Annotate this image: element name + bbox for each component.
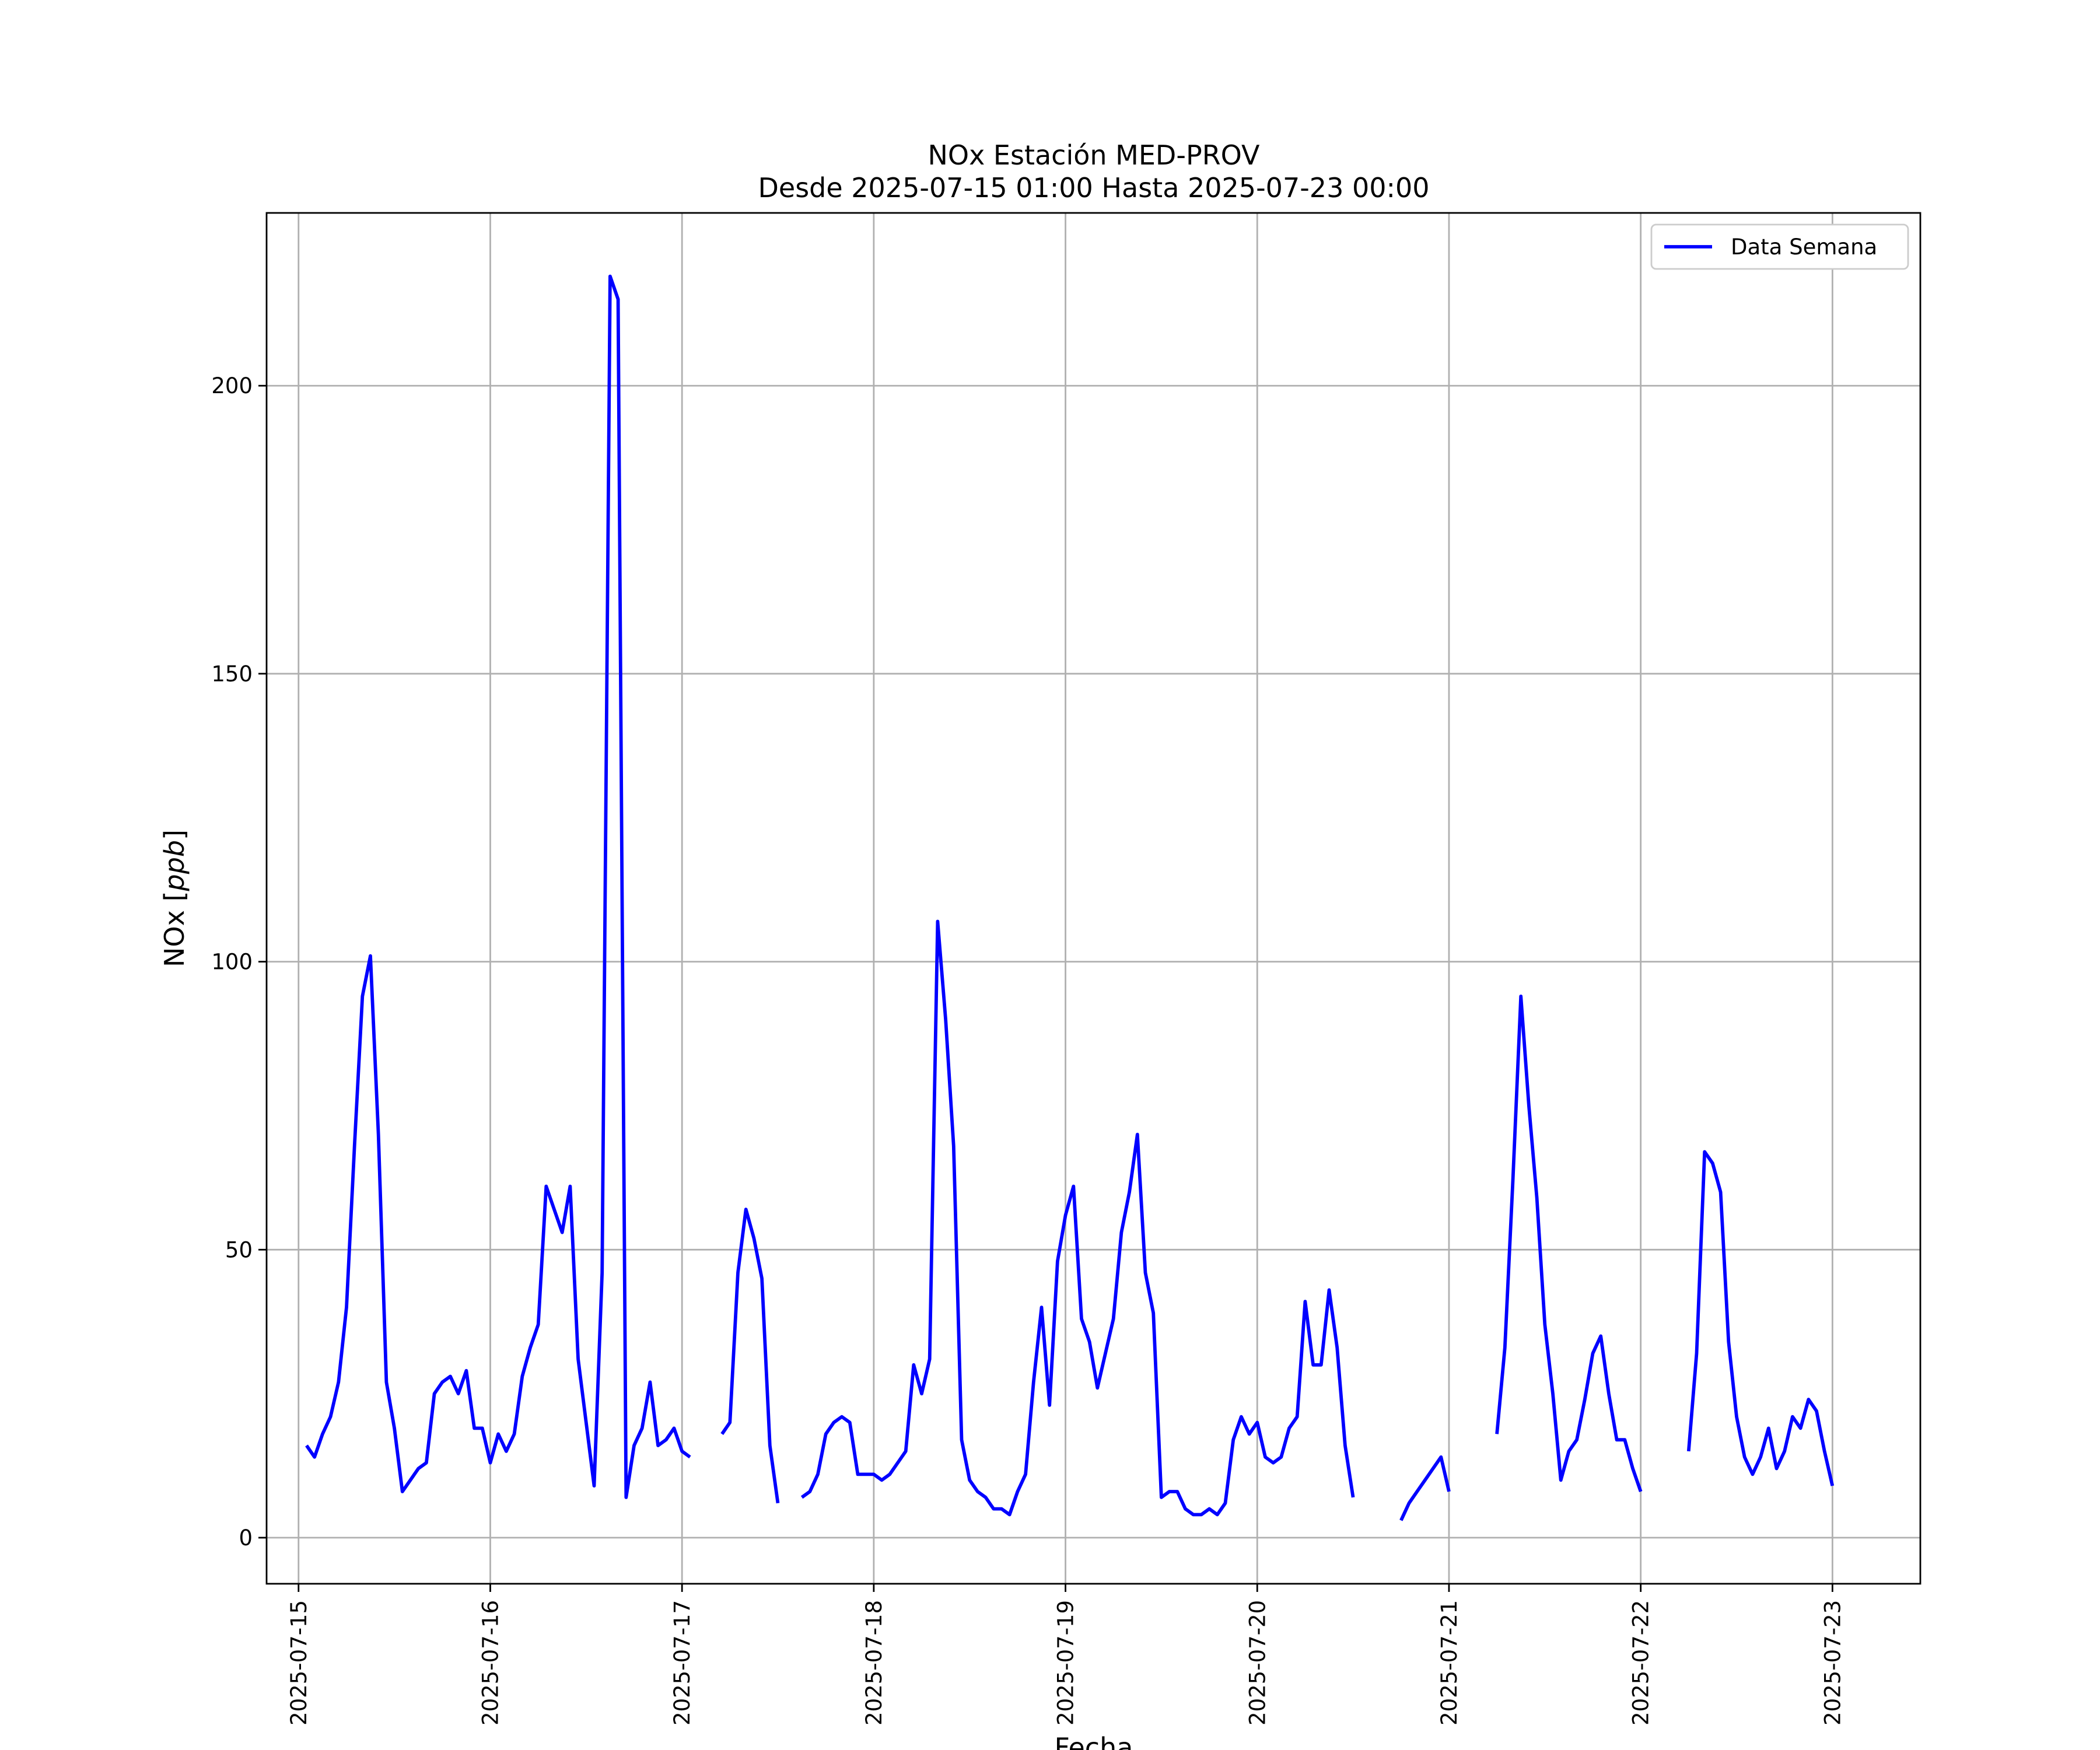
series-line-segment: [305, 274, 691, 1499]
series-line-segment: [1686, 1150, 1835, 1486]
axis-ticks: 2025-07-15 2025-07-16 2025-07-17 2025-07-18…: [211, 373, 1845, 1726]
y-tick-label: 100: [211, 950, 253, 975]
x-tick-label: 2025-07-17: [670, 1600, 695, 1726]
legend-box: [1650, 223, 1909, 270]
plot-frame: [265, 212, 1922, 1585]
series-line-segment: [720, 1208, 780, 1504]
y-tick-label: 0: [239, 1525, 253, 1550]
y-tick-label: 50: [225, 1237, 253, 1262]
series-line-segment: [800, 919, 1355, 1517]
series-line-segment: [1399, 1455, 1451, 1521]
x-tick-label: 2025-07-23: [1820, 1600, 1845, 1726]
grid-lines: [267, 213, 1920, 1584]
chart-subtitle: Desde 2025-07-15 01:00 Hasta 2025-07-23 …: [758, 172, 1429, 204]
y-axis-label: NOx [ppb]: [159, 830, 190, 967]
x-tick-label: 2025-07-18: [862, 1600, 887, 1726]
x-tick-label: 2025-07-16: [478, 1600, 503, 1726]
x-tick-label: 2025-07-21: [1437, 1600, 1462, 1726]
x-tick-label: 2025-07-22: [1629, 1600, 1654, 1726]
x-tick-label: 2025-07-20: [1245, 1600, 1270, 1726]
x-tick-label: 2025-07-15: [286, 1600, 312, 1726]
legend-label: Data Semana: [1731, 235, 1877, 260]
series-line-segment: [1495, 995, 1643, 1492]
y-tick-label: 200: [211, 373, 253, 398]
y-tick-label: 150: [211, 662, 253, 687]
x-tick-label: 2025-07-19: [1054, 1600, 1079, 1726]
legend: Data Semana: [1650, 223, 1909, 270]
series-data-semana: [305, 274, 1835, 1521]
x-axis-label: Fecha: [1055, 1732, 1133, 1750]
chart-title: NOx Estación MED-PROV: [928, 139, 1260, 171]
